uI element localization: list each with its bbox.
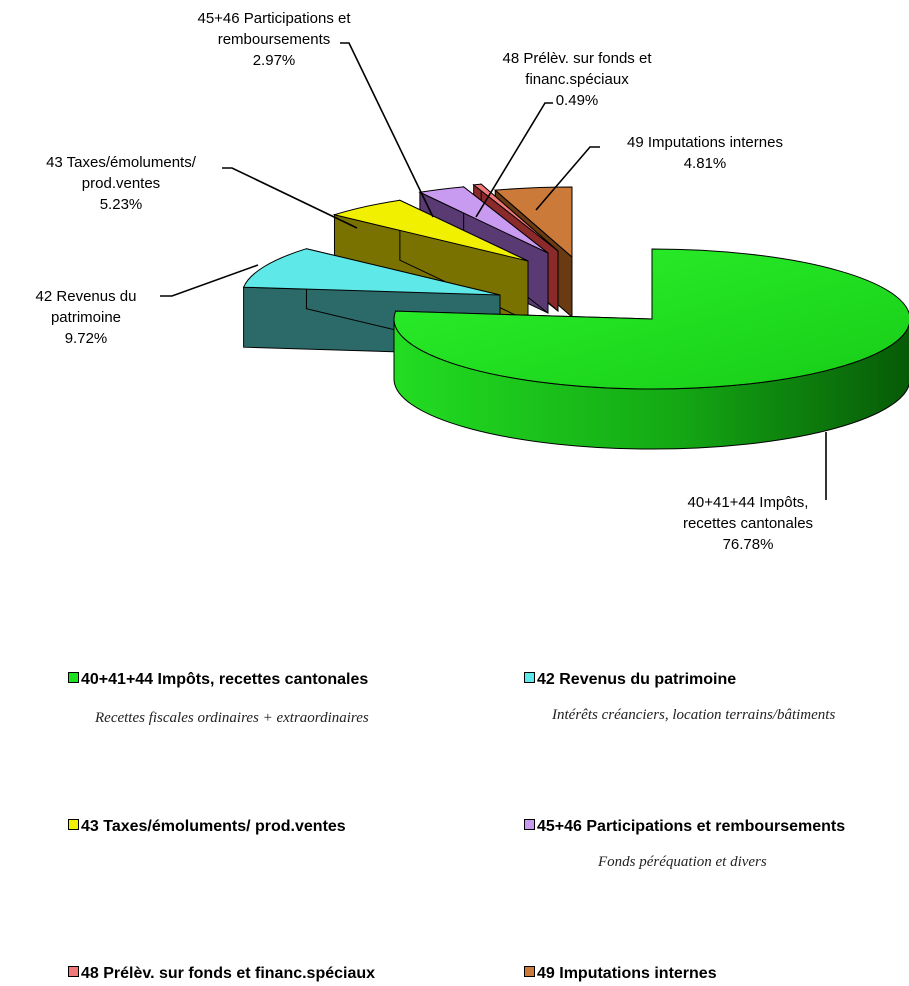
leader-line bbox=[222, 167, 358, 229]
leader-line bbox=[160, 264, 259, 297]
slice-label-line: 76.78% bbox=[723, 536, 774, 553]
slice-label: 45+46 Participations et remboursements 2.9… bbox=[197, 10, 351, 69]
legend-label: 42 Revenus du patrimoine bbox=[537, 671, 737, 688]
legend-label: 48 Prélèv. sur fonds et financ.spéciaux bbox=[81, 965, 376, 982]
slice-label-line: prod.ventes bbox=[82, 175, 160, 192]
legend-swatch bbox=[68, 672, 79, 683]
legend-swatch bbox=[68, 966, 79, 977]
slice-label-line: 4.81% bbox=[684, 155, 727, 172]
slice-label-line: patrimoine bbox=[51, 309, 121, 326]
legend-swatch bbox=[524, 819, 535, 830]
slice-label: 49 Imputations internes 4.81% bbox=[627, 134, 783, 172]
slice-top bbox=[418, 186, 549, 254]
slice-label-line: recettes cantonales bbox=[683, 515, 813, 532]
legend-description-participations: Fonds péréquation et divers bbox=[598, 854, 767, 870]
slice-label-line: 45+46 Participations et bbox=[197, 10, 351, 27]
legend-item-imputations: 49 Imputations internes bbox=[524, 965, 717, 983]
slice-label-line: 43 Taxes/émoluments/ bbox=[46, 154, 197, 171]
slice-label-line: financ.spéciaux bbox=[525, 71, 629, 88]
slice-label: 48 Prélèv. sur fonds et financ.spéciaux 0.… bbox=[503, 50, 653, 109]
slice-top bbox=[472, 183, 559, 252]
legend-item-taxes: 43 Taxes/émoluments/ prod.ventes bbox=[68, 818, 346, 836]
slice-label: 42 Revenus du patrimoine 9.72% bbox=[36, 288, 137, 347]
legend-label: 43 Taxes/émoluments/ prod.ventes bbox=[81, 818, 346, 835]
slice-label-line: 42 Revenus du bbox=[36, 288, 137, 305]
legend-swatch bbox=[524, 966, 535, 977]
legend-label: 40+41+44 Impôts, recettes cantonales bbox=[81, 671, 369, 688]
legend-label: 45+46 Participations et remboursements bbox=[537, 818, 846, 835]
slice-label-line: 0.49% bbox=[556, 92, 599, 109]
legend-swatch bbox=[68, 819, 79, 830]
legend-label: 49 Imputations internes bbox=[537, 965, 717, 982]
legend-swatch bbox=[524, 672, 535, 683]
slice-label-line: 9.72% bbox=[65, 330, 108, 347]
slice-label: 40+41+44 Impôts, recettes cantonales 76.78… bbox=[683, 494, 813, 553]
pie-chart: 40+41+44 Impôts, recettes cantonales 76.78… bbox=[36, 10, 909, 553]
slice-label-line: 5.23% bbox=[100, 196, 143, 213]
legend-description-impots: Recettes fiscales ordinaires + extraordi… bbox=[95, 710, 369, 726]
slice-top bbox=[393, 248, 909, 390]
slice-label-line: 48 Prélèv. sur fonds et bbox=[503, 50, 653, 67]
legend-item-prelevements: 48 Prélèv. sur fonds et financ.spéciaux bbox=[68, 965, 375, 983]
legend-description-revenus: Intérêts créanciers, location terrains/b… bbox=[552, 707, 836, 723]
leader-line bbox=[475, 102, 553, 218]
leader-line bbox=[340, 42, 434, 218]
slice-label-line: remboursements bbox=[218, 31, 331, 48]
pie-slice bbox=[393, 248, 909, 450]
slice-label-line: 2.97% bbox=[253, 52, 296, 69]
leader-line bbox=[535, 146, 600, 211]
slice-top bbox=[332, 199, 529, 262]
slice-top bbox=[242, 248, 501, 296]
slice-top bbox=[493, 186, 573, 259]
legend-item-participations: 45+46 Participations et remboursements bbox=[524, 818, 845, 836]
slice-label-line: 49 Imputations internes bbox=[627, 134, 783, 151]
legend-item-revenus: 42 Revenus du patrimoine bbox=[524, 671, 736, 689]
legend-item-impots: 40+41+44 Impôts, recettes cantonales bbox=[68, 671, 368, 689]
slice-label: 43 Taxes/émoluments/prod.ventes 5.23% bbox=[46, 154, 197, 213]
slice-label-line: 40+41+44 Impôts, bbox=[688, 494, 809, 511]
